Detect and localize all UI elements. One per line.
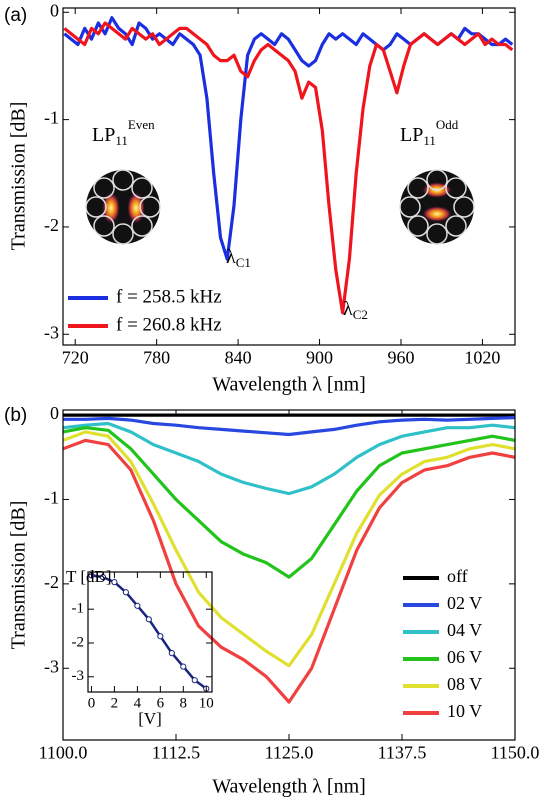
legend-label: 04 V — [447, 620, 482, 640]
x-tick-label: 1125.0 — [265, 743, 314, 763]
y-axis-title: Transmission [dB] — [8, 102, 30, 251]
mode-label-sub: 11 — [423, 133, 436, 148]
x-tick-label: 840 — [225, 348, 252, 368]
annotation-sub: C1 — [236, 255, 251, 270]
series-line — [63, 426, 515, 579]
x-tick-label: 780 — [143, 348, 170, 368]
mode-label: LP11Even — [92, 117, 155, 148]
legend-label: 10 V — [447, 701, 482, 721]
x-tick-label: 1137.5 — [378, 743, 427, 763]
y-tick-label: -1 — [44, 108, 59, 128]
y-tick-label: 0 — [50, 403, 59, 423]
series-line — [63, 421, 515, 496]
point — [157, 633, 164, 640]
point — [180, 663, 187, 670]
inset-x-title: [V] — [138, 709, 162, 728]
y-tick-label: -2 — [72, 634, 85, 650]
x-tick-label: 960 — [387, 348, 414, 368]
mode-label: LP11Odd — [400, 117, 459, 148]
point — [134, 602, 141, 609]
legend-label: f = 258.5 kHz — [116, 286, 222, 307]
x-tick-label: 2 — [111, 695, 119, 711]
y-tick-label: -3 — [44, 656, 59, 676]
y-tick-label: -3 — [72, 668, 85, 684]
annotation-sub: C2 — [353, 307, 368, 322]
x-tick-label: 1100.0 — [39, 743, 88, 763]
y-tick-label: -3 — [44, 322, 59, 342]
y-tick-label: -1 — [44, 488, 59, 508]
mode-odd — [399, 169, 475, 245]
x-axis-title: Wavelength λ [nm] — [212, 776, 366, 798]
point — [99, 573, 107, 581]
mode-label-base: LP — [400, 124, 423, 146]
x-tick-label: 8 — [180, 695, 188, 711]
y-tick-label: -2 — [44, 572, 59, 592]
x-tick-label: 6 — [157, 695, 165, 711]
point — [145, 616, 152, 623]
mode-label-sup: Even — [128, 117, 155, 132]
x-tick-label: 720 — [62, 348, 89, 368]
x-tick-label: 0 — [88, 695, 96, 711]
mode-label-sup: Odd — [436, 117, 459, 132]
x-tick-label: 10 — [199, 695, 214, 711]
series-line — [63, 21, 514, 315]
point — [191, 677, 198, 684]
point — [168, 650, 175, 657]
annotation: λC2 — [343, 298, 368, 322]
x-axis-title: Wavelength λ [nm] — [212, 374, 366, 396]
annotation-base: λ — [226, 246, 236, 268]
frame — [87, 571, 213, 693]
mode-label-sub: 11 — [115, 133, 128, 148]
frame — [62, 7, 516, 346]
x-tick-label: 900 — [306, 348, 333, 368]
point — [111, 579, 118, 586]
y-tick-label: 0 — [50, 0, 59, 20]
panel-label: (a) — [4, 5, 27, 26]
y-axis-title: Transmission [dB] — [8, 501, 30, 650]
panel-label: (b) — [4, 405, 27, 426]
series-line — [63, 430, 515, 668]
x-tick-label: 4 — [134, 695, 142, 711]
annotation: λC1 — [226, 246, 251, 270]
inset-y-title: T [dB] — [66, 567, 112, 586]
mode-label-base: LP — [92, 124, 115, 146]
annotation-base: λ — [343, 298, 353, 320]
legend-label: off — [447, 566, 468, 586]
y-tick-label: -2 — [44, 215, 59, 235]
series-line — [63, 416, 515, 437]
y-tick-label: -1 — [72, 601, 85, 617]
legend-label: 08 V — [447, 674, 482, 694]
x-tick-label: 1112.5 — [152, 743, 200, 763]
mode-even — [85, 169, 161, 245]
x-tick-label: 1150.0 — [491, 743, 540, 763]
point — [122, 589, 129, 596]
legend-label: f = 260.8 kHz — [116, 314, 222, 335]
legend-label: 06 V — [447, 647, 482, 667]
legend-label: 02 V — [447, 593, 482, 613]
series-line — [63, 438, 515, 704]
x-tick-label: 1020 — [464, 348, 500, 368]
series-line — [91, 574, 208, 690]
